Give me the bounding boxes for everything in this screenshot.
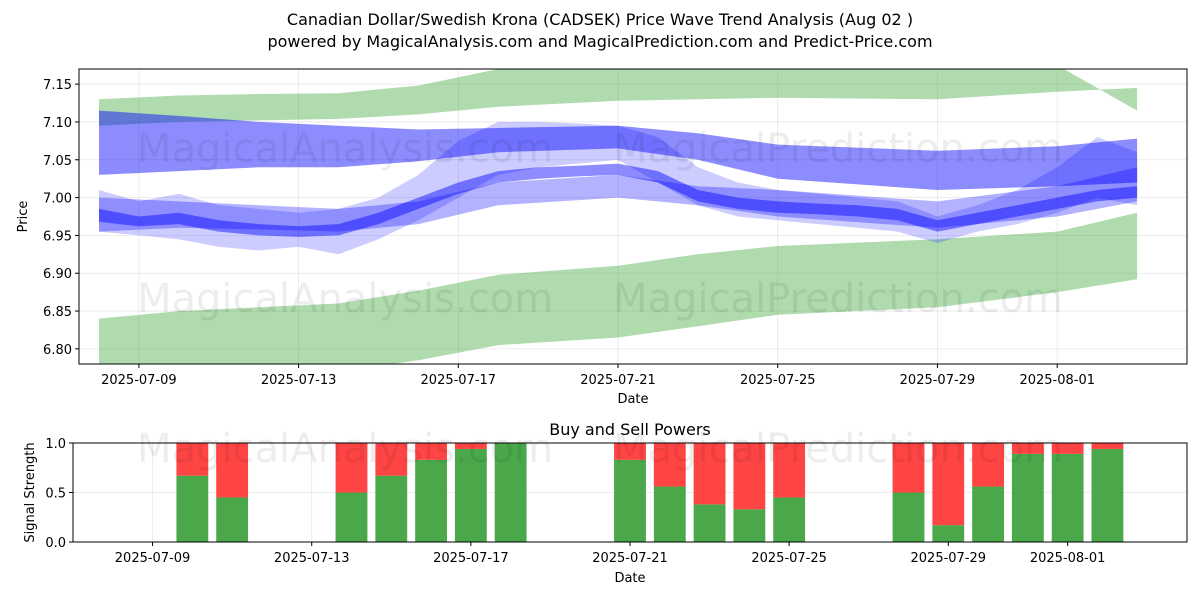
sell-bar: [216, 443, 249, 498]
x-tick-label: 2025-07-09: [115, 551, 191, 566]
watermark-text: MagicalPrediction.com: [613, 276, 1063, 322]
sell-bar: [932, 443, 965, 526]
y-tick-label: 7.00: [43, 192, 72, 207]
y-axis-label: Price: [16, 201, 31, 233]
blue-wave-band-4: [99, 163, 1138, 237]
blue-wave-band-2: [99, 167, 1138, 232]
watermark-text: MagicalAnalysis.com: [137, 276, 553, 322]
x-tick-label: 2025-07-21: [592, 551, 668, 566]
buy-bar: [693, 504, 726, 542]
chart-subtitle: powered by MagicalAnalysis.com and Magic…: [267, 32, 933, 51]
sell-bar: [1011, 443, 1044, 454]
sell-bar: [335, 443, 368, 493]
buy-bar: [653, 486, 686, 542]
buy-bar: [335, 492, 368, 542]
y-axis-label: Signal Strength: [23, 442, 38, 542]
y-tick-label: 6.80: [43, 343, 72, 358]
y-tick-label: 0.0: [45, 536, 66, 551]
x-tick-label: 2025-07-29: [911, 551, 987, 566]
sell-bar: [176, 443, 209, 476]
buy-bar: [892, 492, 925, 542]
y-tick-label: 6.90: [43, 267, 72, 282]
green-band-1: [99, 69, 1138, 126]
buy-bar: [1091, 448, 1124, 542]
sell-bar: [454, 443, 487, 449]
watermark-text: MagicalPrediction.com: [613, 126, 1063, 172]
y-tick-label: 7.10: [43, 116, 72, 131]
y-tick-label: 1.0: [45, 437, 66, 452]
price-plot-area: [79, 69, 1187, 364]
y-tick-label: 7.15: [43, 78, 72, 93]
y-tick-label: 7.05: [43, 154, 72, 169]
x-tick-label: 2025-07-25: [751, 551, 827, 566]
buy-bar: [176, 475, 209, 542]
sell-bar: [1091, 443, 1124, 449]
x-tick-label: 2025-07-25: [740, 373, 816, 388]
blue-wave-band-3: [99, 121, 1138, 255]
x-tick-label: 2025-08-01: [1030, 551, 1106, 566]
buy-bar: [216, 497, 249, 542]
price-axes-frame: [78, 68, 1188, 365]
x-axis-label: Date: [614, 571, 645, 586]
y-tick-label: 6.95: [43, 229, 72, 244]
x-tick-label: 2025-07-29: [900, 373, 976, 388]
power-plot-area: [73, 443, 1187, 542]
sell-bar: [972, 443, 1004, 487]
sell-bar: [653, 443, 686, 487]
x-tick-label: 2025-07-09: [101, 373, 177, 388]
x-tick-label: 2025-07-17: [421, 373, 497, 388]
sell-bar: [375, 443, 408, 476]
x-axis-label: Date: [617, 392, 648, 407]
buy-bar: [932, 525, 965, 542]
x-tick-label: 2025-08-01: [1019, 373, 1095, 388]
green-band-2: [99, 212, 1138, 364]
power-panel-title: Buy and Sell Powers: [549, 420, 711, 439]
buy-bar: [614, 459, 646, 542]
buy-bar: [415, 459, 447, 542]
sell-bar: [733, 443, 766, 510]
sell-bar: [614, 443, 646, 460]
buy-bar: [972, 486, 1004, 542]
buy-bar: [773, 497, 806, 542]
buy-bar: [494, 443, 527, 542]
y-tick-label: 6.85: [43, 305, 72, 320]
buy-bar: [1011, 453, 1044, 542]
watermark-text: MagicalAnalysis.com: [137, 426, 553, 472]
buy-bar: [733, 509, 766, 542]
x-tick-label: 2025-07-21: [580, 373, 656, 388]
chart-title: Canadian Dollar/Swedish Krona (CADSEK) P…: [286, 10, 914, 29]
sell-bar: [693, 443, 726, 505]
sell-bar: [1051, 443, 1084, 454]
blue-wave-band-1: [99, 110, 1138, 190]
sell-bar: [773, 443, 806, 498]
buy-bar: [454, 448, 487, 542]
sell-bar: [415, 443, 447, 460]
buy-bar: [1051, 453, 1084, 542]
x-tick-label: 2025-07-17: [433, 551, 509, 566]
buy-bar: [375, 475, 408, 542]
watermark-text: MagicalAnalysis.com: [137, 126, 553, 172]
x-tick-label: 2025-07-13: [274, 551, 350, 566]
watermark-text: MagicalPrediction.com: [613, 426, 1063, 472]
x-tick-label: 2025-07-13: [261, 373, 337, 388]
y-tick-label: 0.5: [45, 487, 66, 502]
sell-bar: [892, 443, 925, 493]
